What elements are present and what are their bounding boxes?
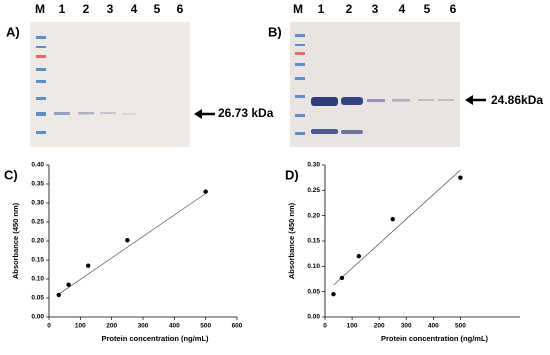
x-tick-label: 0 — [47, 323, 51, 330]
lane-label: M — [35, 2, 45, 16]
y-tick-label: 0.10 — [307, 263, 320, 270]
lane-label: 6 — [177, 2, 184, 16]
y-tick-label: 0.20 — [307, 212, 320, 219]
y-axis-label: Absorbance (450 nm) — [11, 202, 20, 279]
x-tick-label: 400 — [428, 323, 439, 330]
panel-label: A) — [6, 24, 20, 39]
blot-membrane — [30, 22, 190, 147]
panel-label: B) — [268, 24, 282, 39]
x-tick-label: 100 — [75, 323, 86, 330]
x-tick-label: 100 — [347, 323, 358, 330]
lane-label: 2 — [346, 2, 353, 16]
point — [390, 217, 395, 222]
fit-line — [58, 193, 206, 295]
lane-label: 1 — [59, 2, 66, 16]
x-axis-label: Protein concentration (ng/mL) — [101, 334, 209, 343]
y-tick-label: 0.05 — [307, 288, 320, 295]
point — [203, 189, 208, 194]
ladder — [36, 36, 46, 134]
y-tick-label: 0.15 — [307, 238, 320, 245]
arrow-head — [465, 95, 473, 105]
y-tick-label: 0.20 — [31, 238, 44, 245]
blot-membrane — [290, 22, 460, 147]
x-tick-label: 300 — [401, 323, 412, 330]
x-tick-label: 400 — [169, 323, 180, 330]
y-tick-label: 0.40 — [31, 162, 44, 169]
y-tick-label: 0.25 — [31, 219, 44, 226]
y-tick-label: 0.10 — [31, 276, 44, 283]
y-tick-label: 0.00 — [307, 314, 320, 321]
fit-line — [333, 169, 461, 286]
y-tick-label: 0.30 — [31, 200, 44, 207]
y-tick-label: 0.25 — [307, 187, 320, 194]
point — [85, 263, 91, 268]
lane-label: 2 — [83, 2, 90, 16]
lane-label: 4 — [131, 2, 138, 16]
x-tick-label: 200 — [106, 323, 117, 330]
lane-label: 5 — [424, 2, 431, 16]
panel-label: C) — [4, 167, 18, 182]
band-label: 24.86kDa — [491, 93, 543, 107]
x-tick-label: 300 — [138, 323, 149, 330]
lane-label: 4 — [399, 2, 406, 16]
y-axis-label: Absorbance (450 nm) — [287, 202, 296, 279]
panel-label: D) — [285, 167, 299, 182]
lane-label: 5 — [154, 2, 161, 16]
y-tick-label: 0.00 — [31, 314, 44, 321]
arrow-head — [194, 109, 202, 119]
point — [458, 175, 463, 180]
point — [331, 292, 336, 297]
bands — [311, 97, 454, 134]
point — [125, 238, 130, 243]
y-tick-label: 0.35 — [31, 181, 44, 188]
x-tick-label: 500 — [455, 323, 466, 330]
x-tick-label: 200 — [374, 323, 385, 330]
lane-label: 6 — [450, 2, 457, 16]
x-tick-label: 0 — [323, 323, 327, 330]
y-tick-label: 0.30 — [307, 162, 320, 169]
ladder — [295, 34, 305, 135]
point — [339, 275, 345, 281]
x-axis-label: Protein concentration (ng/mL) — [381, 334, 489, 343]
lane-label: 3 — [107, 2, 114, 16]
y-tick-label: 0.05 — [31, 295, 44, 302]
x-tick-label: 600 — [232, 323, 243, 330]
lane-label: 3 — [372, 2, 379, 16]
band-label: 26.73 kDa — [218, 106, 274, 120]
lane-label: M — [293, 2, 303, 16]
point — [56, 292, 61, 298]
x-tick-label: 500 — [200, 323, 211, 330]
bands — [54, 112, 136, 115]
point — [66, 282, 71, 287]
point — [356, 254, 362, 259]
lane-label: 1 — [318, 2, 325, 16]
y-tick-label: 0.15 — [31, 257, 44, 264]
